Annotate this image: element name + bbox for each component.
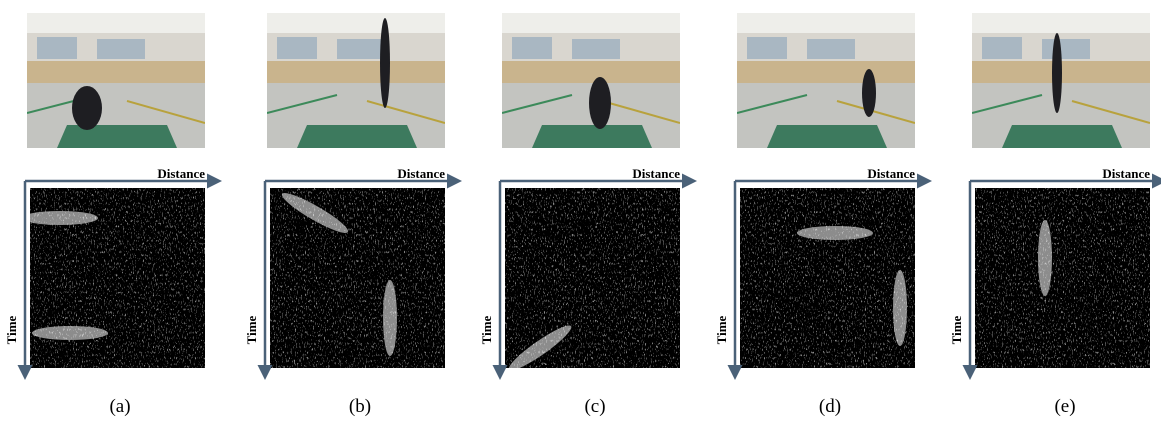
radar-streak xyxy=(1038,220,1052,296)
radar-streak xyxy=(893,270,907,346)
person xyxy=(589,77,611,129)
axis-label-time: Time xyxy=(479,315,494,344)
axis-label-distance: Distance xyxy=(157,166,205,181)
panel: Distance Time (b) xyxy=(244,13,459,417)
panel: Distance Time (e) xyxy=(949,13,1161,417)
panel-caption: (d) xyxy=(819,396,841,417)
radar-streak xyxy=(32,326,108,340)
axis-label-distance: Distance xyxy=(397,166,445,181)
figure: Distance Time (a) Distance Time (b) Distance Ti… xyxy=(0,0,1161,421)
panel-caption: (e) xyxy=(1054,396,1075,417)
person xyxy=(72,86,102,130)
radar-streak xyxy=(797,226,873,240)
panel-caption: (c) xyxy=(584,396,605,417)
radar-noise xyxy=(740,188,915,368)
axis-label-time: Time xyxy=(714,315,729,344)
radar-noise xyxy=(270,188,445,368)
radar-streak xyxy=(22,211,98,225)
panel: Distance Time (a) xyxy=(4,13,219,417)
axis-label-time: Time xyxy=(4,315,19,344)
axis-label-time: Time xyxy=(244,315,259,344)
panel: Distance Time (d) xyxy=(714,13,929,417)
person xyxy=(380,18,390,108)
scene-photo xyxy=(502,13,680,148)
radar-noise xyxy=(975,188,1150,368)
axis-label-distance: Distance xyxy=(632,166,680,181)
panel-caption: (b) xyxy=(349,396,371,417)
scene-photo xyxy=(737,13,915,148)
panel-caption: (a) xyxy=(109,396,130,417)
scene-photo xyxy=(267,13,445,148)
axis-label-distance: Distance xyxy=(1102,166,1150,181)
radar-streak xyxy=(383,280,397,356)
axis-label-time: Time xyxy=(949,315,964,344)
scene-photo xyxy=(27,13,205,148)
person xyxy=(1052,33,1062,113)
panel: Distance Time (c) xyxy=(479,13,694,417)
person xyxy=(862,69,876,117)
radar-noise xyxy=(505,188,680,368)
axis-label-distance: Distance xyxy=(867,166,915,181)
